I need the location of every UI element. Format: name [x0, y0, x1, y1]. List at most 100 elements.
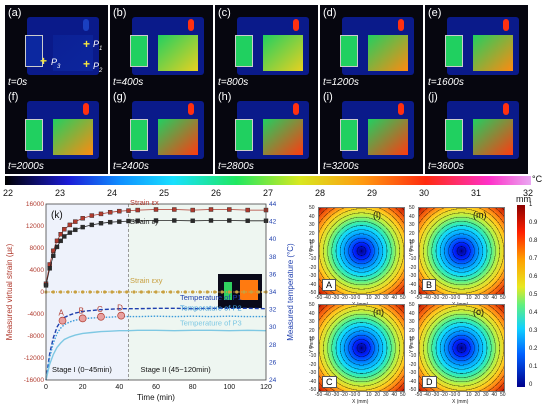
contour-xtick: -20	[340, 295, 348, 301]
contour-ytick: -50	[409, 387, 417, 393]
left-tick: -12000	[24, 355, 45, 362]
colorbar-tick: 27	[262, 188, 274, 198]
contour-ytick: -30	[409, 273, 417, 279]
panel-time: t=2000s	[8, 161, 44, 172]
panel-time: t=400s	[113, 77, 144, 88]
strain-marker	[73, 227, 78, 233]
strain-xy-marker	[73, 290, 77, 294]
panel-label: (e)	[428, 7, 442, 19]
x-tick: 60	[152, 384, 160, 391]
contour-xtick: -10	[449, 392, 457, 398]
contour-ytick: 20	[309, 327, 315, 334]
colorbar-tick: 22	[2, 188, 14, 198]
strain-xy-marker	[103, 290, 107, 294]
contour-xtick: 20	[374, 295, 381, 301]
contour-ytick: -50	[309, 290, 317, 296]
left-tick: 0	[40, 289, 44, 296]
contour-ytick: -10	[409, 256, 417, 262]
strain-marker	[117, 208, 122, 214]
contour-ytick: -30	[309, 370, 317, 376]
strain-marker	[208, 207, 214, 212]
point-marker-D	[117, 311, 126, 320]
contour-xtick: -40	[423, 295, 431, 301]
contour-ytick: 50	[309, 205, 315, 211]
contour-xtick: 10	[466, 392, 472, 398]
displacement-colorbar	[517, 205, 525, 387]
thermal-image-6: (g) t=2400s	[110, 89, 213, 174]
marker-p3: +	[40, 54, 48, 68]
right-tick: 28	[269, 342, 277, 349]
contour-point-box: C	[322, 376, 337, 388]
strain-marker	[98, 221, 104, 226]
colorbar-tick: 30	[418, 188, 430, 198]
x-tick: 20	[79, 384, 87, 391]
colorbar-tick: 32	[522, 188, 534, 198]
marker-label-p1: P1	[93, 39, 102, 52]
contour-xtick: 50	[500, 295, 506, 301]
colorbar-unit: °C	[532, 174, 543, 184]
series-label-2: Strain εxy	[130, 276, 163, 285]
contour-panel-label: (m)	[473, 210, 487, 220]
series-line-0	[45, 209, 266, 284]
contour-xtick: 30	[483, 295, 489, 301]
strain-xy-marker	[257, 290, 261, 294]
contour-ytick: 30	[409, 222, 415, 228]
strain-marker	[208, 218, 214, 223]
series-label-5: Temperature of P3	[180, 318, 242, 327]
contour-panel-label: (o)	[473, 307, 484, 317]
inset-cool-region	[224, 282, 232, 300]
right-tick: 30	[269, 324, 277, 331]
contour-ytick: -50	[409, 290, 417, 296]
right-tick: 36	[269, 271, 277, 278]
contour-xtick: 50	[400, 392, 406, 398]
strain-marker	[54, 244, 60, 250]
left-tick: -16000	[24, 377, 45, 384]
displacement-tick: 0.4	[529, 310, 538, 316]
contour-ytick: -20	[309, 361, 317, 368]
strain-xy-marker	[249, 290, 253, 294]
marker-label-p3: P3	[51, 57, 60, 70]
contour-xtick: -20	[340, 392, 348, 398]
colorbar-tick: 24	[106, 188, 118, 198]
contour-point-box: A	[322, 279, 337, 291]
contour-xtick: 20	[474, 392, 481, 398]
strain-xy-marker	[110, 290, 114, 294]
strain-marker	[227, 218, 232, 223]
contour-xtick: -10	[449, 295, 457, 301]
contour-ytick: -10	[409, 353, 417, 359]
thermal-image-4: (e) t=1600s	[425, 5, 528, 90]
contour-ytick: 40	[409, 213, 415, 220]
contour-map-2: (n) C	[318, 304, 405, 392]
point-label-A: A	[59, 309, 65, 318]
contour-point-box: B	[422, 279, 437, 291]
contour-ytick: 0	[409, 247, 412, 254]
contour-xtick: -40	[423, 392, 431, 398]
strain-marker	[62, 227, 67, 232]
left-tick: -8000	[27, 333, 44, 340]
strain-marker	[67, 230, 73, 235]
contour-xtick: 0	[357, 392, 361, 398]
contour-ytick: 40	[309, 213, 315, 220]
strain-marker	[58, 232, 63, 237]
contour-xtick: 50	[400, 295, 406, 301]
strain-marker	[126, 208, 131, 213]
contour-xtick: 10	[366, 392, 372, 398]
point-label-C: C	[97, 305, 103, 314]
marker-letter: P	[93, 61, 100, 71]
strain-marker	[107, 219, 113, 225]
contour-xtick: -20	[440, 295, 448, 301]
strain-xy-marker	[227, 290, 231, 294]
strain-marker	[172, 218, 177, 223]
series-label-4: Temperature of P2	[180, 303, 242, 312]
strain-marker	[80, 224, 85, 230]
contour-xtick: 10	[366, 295, 372, 301]
x-tick: 100	[223, 384, 235, 391]
marker-letter: P	[93, 39, 100, 49]
contour-xtick: -30	[332, 295, 340, 301]
contour-xtick: 0	[357, 295, 361, 301]
contour-ytick: 0	[309, 247, 312, 254]
strain-xy-marker	[66, 290, 70, 294]
contour-ytick: -20	[409, 264, 417, 271]
left-tick: 8000	[30, 245, 45, 252]
strain-marker	[67, 222, 73, 228]
